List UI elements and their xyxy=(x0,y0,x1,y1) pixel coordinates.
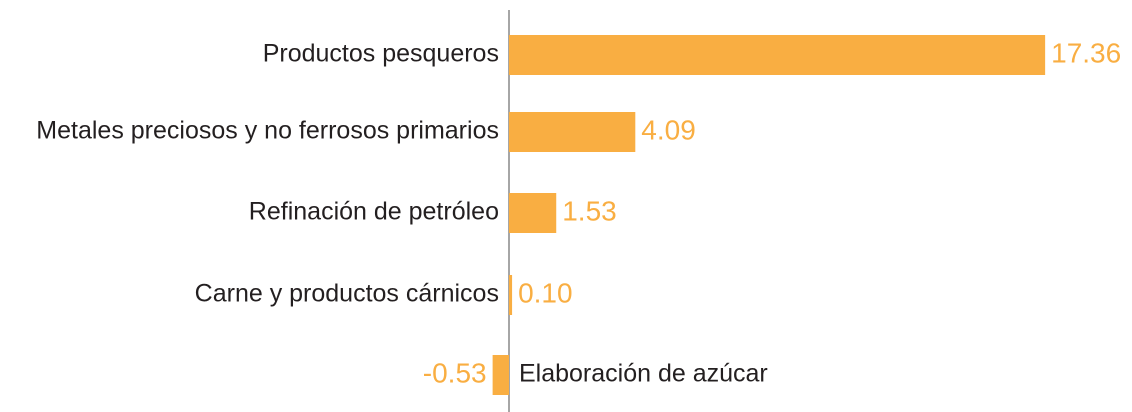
value-label: 4.09 xyxy=(641,114,696,145)
category-label: Refinación de petróleo xyxy=(249,198,499,226)
category-label: Elaboración de azúcar xyxy=(519,360,768,388)
category-label: Carne y productos cárnicos xyxy=(195,280,499,308)
bar xyxy=(508,275,513,315)
bar xyxy=(508,35,1046,75)
value-label: 17.36 xyxy=(1051,37,1121,68)
category-label: Productos pesqueros xyxy=(263,40,499,68)
value-label: 0.10 xyxy=(518,277,573,308)
category-label: Metales preciosos y no ferrosos primario… xyxy=(36,117,499,145)
bar xyxy=(508,193,557,233)
bar xyxy=(508,112,636,152)
value-label: -0.53 xyxy=(423,357,487,388)
value-label: 1.53 xyxy=(562,195,617,226)
bar xyxy=(492,355,509,395)
